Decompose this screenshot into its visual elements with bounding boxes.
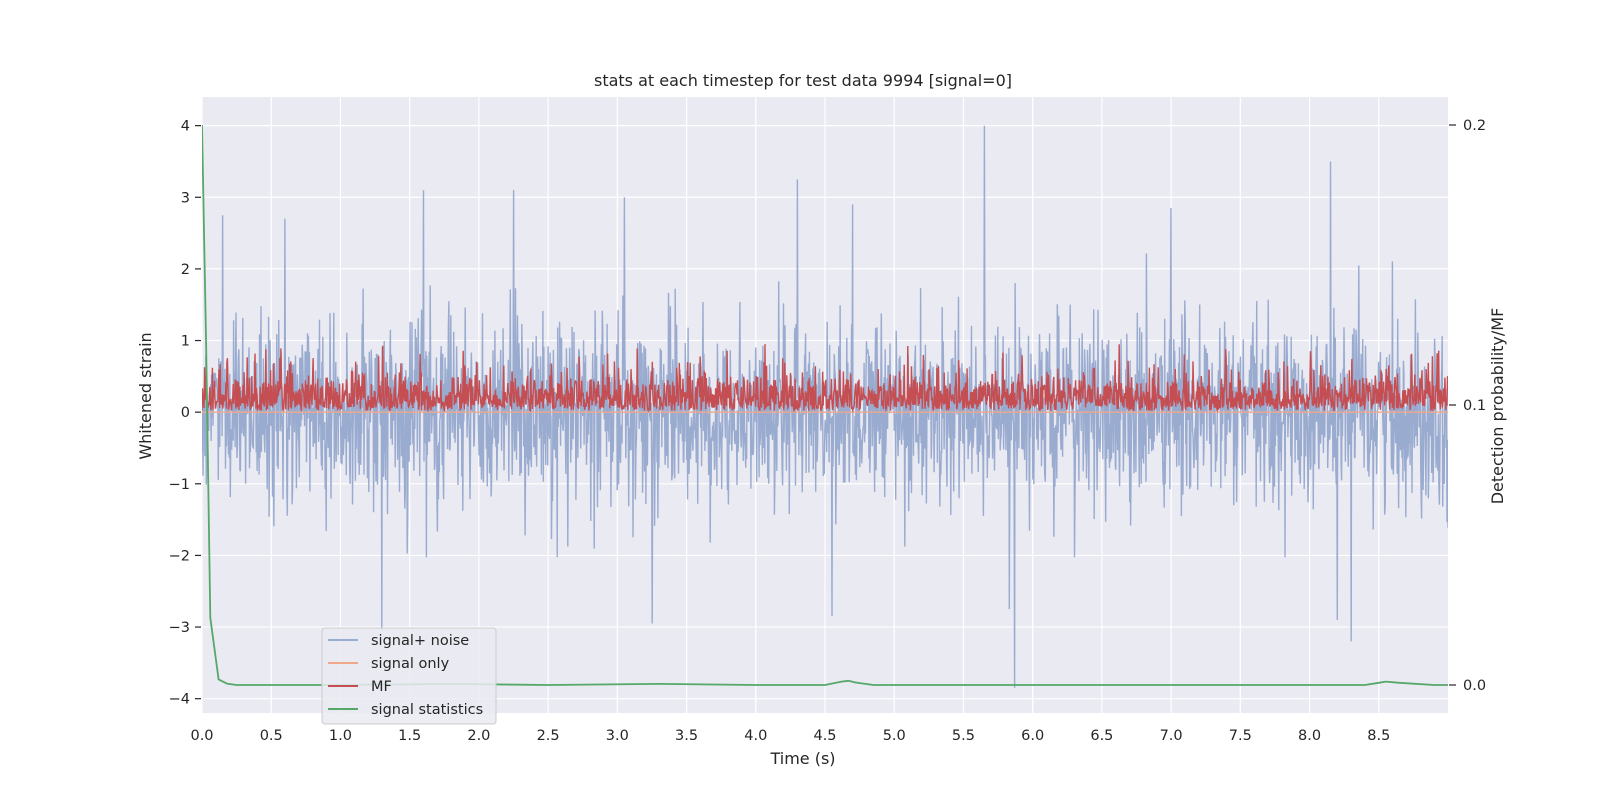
legend-label: MF xyxy=(371,679,392,695)
y-tick-label: −3 xyxy=(169,620,190,636)
x-tick-label: 1.5 xyxy=(398,728,421,744)
y-tick-label: −2 xyxy=(169,548,190,564)
x-tick-label: 8.0 xyxy=(1298,728,1321,744)
x-tick-label: 5.0 xyxy=(883,728,906,744)
series-line-signal-statistics xyxy=(202,124,1448,686)
legend-label: signal statistics xyxy=(371,702,483,718)
series-layer xyxy=(202,124,1448,688)
legend-box xyxy=(321,627,497,725)
y2-tick-label: 0.2 xyxy=(1463,118,1486,134)
legend-label: signal+ noise xyxy=(371,633,469,649)
series-group xyxy=(202,124,1448,688)
series-line-signal-noise xyxy=(202,125,1448,688)
x-tick-label: 3.5 xyxy=(675,728,698,744)
x-tick-label: 7.5 xyxy=(1229,728,1252,744)
x-axis-label: Time (s) xyxy=(769,749,835,768)
x-tick-label: 4.5 xyxy=(813,728,836,744)
x-tick-label: 8.5 xyxy=(1367,728,1390,744)
legend: signal+ noise signal only MF signal statist… xyxy=(321,627,497,725)
x-tick-label: 0.5 xyxy=(260,728,283,744)
x-tick-label: 2.0 xyxy=(467,728,490,744)
y-tick-label: 1 xyxy=(181,334,190,350)
x-tick-label: 1.0 xyxy=(329,728,352,744)
y-tick-label: 2 xyxy=(181,262,190,278)
y2-axis: 0.2 0.1 0.0 xyxy=(1449,118,1486,694)
x-tick-label: 0.0 xyxy=(190,728,213,744)
y-axis-label: Whitened strain xyxy=(136,332,155,459)
y2-tick-label: 0.1 xyxy=(1463,398,1486,414)
x-axis: 0.0 0.5 1.0 1.5 2.0 2.5 3.0 3.5 4.0 4.5 5.0 5.5 6.0 6… xyxy=(190,728,1390,744)
chart-title: stats at each timestep for test data 999… xyxy=(594,71,1012,90)
x-tick-label: 3.0 xyxy=(606,728,629,744)
y-tick-label: −1 xyxy=(169,477,190,493)
x-tick-label: 6.5 xyxy=(1090,728,1113,744)
y-tick-label: 4 xyxy=(181,119,190,135)
x-tick-label: 6.0 xyxy=(1021,728,1044,744)
x-tick-label: 4.0 xyxy=(744,728,767,744)
y-axis: 4 3 2 1 0 −1 −2 −3 −4 xyxy=(169,119,201,708)
y-tick-label: 3 xyxy=(181,190,190,206)
y-tick-label: −4 xyxy=(169,692,190,708)
y-tick-label: 0 xyxy=(181,405,190,421)
x-tick-label: 7.0 xyxy=(1160,728,1183,744)
series-line-mf xyxy=(202,344,1448,413)
y2-axis-label: Detection probability/MF xyxy=(1488,308,1507,505)
x-tick-label: 5.5 xyxy=(952,728,975,744)
legend-label: signal only xyxy=(371,656,450,672)
y2-tick-label: 0.0 xyxy=(1463,678,1486,694)
x-tick-label: 2.5 xyxy=(537,728,560,744)
